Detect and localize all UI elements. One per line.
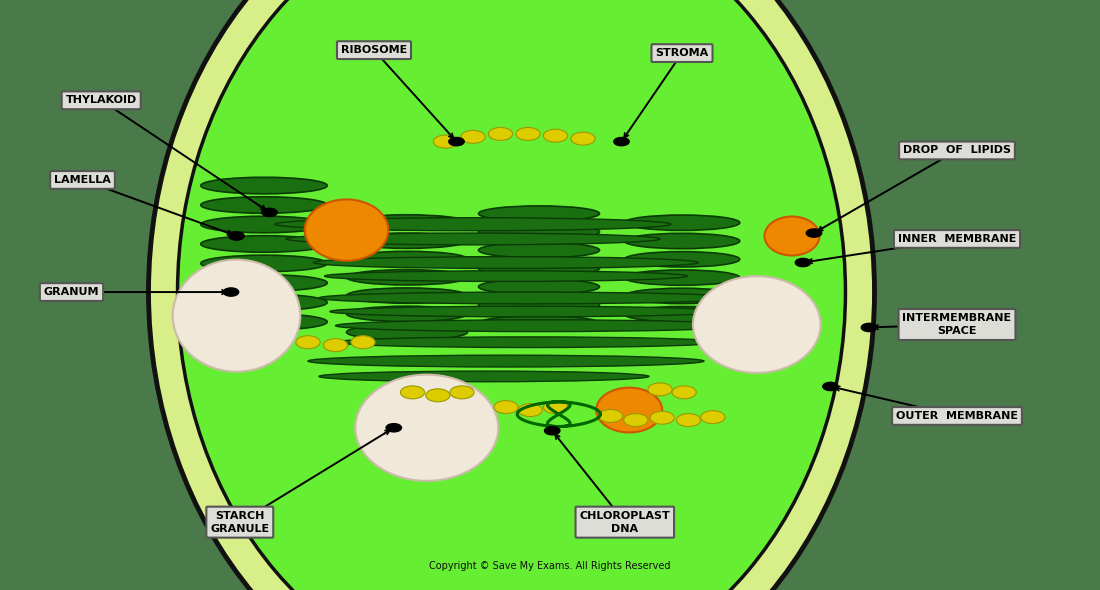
Ellipse shape <box>478 224 600 240</box>
Circle shape <box>518 404 542 417</box>
Ellipse shape <box>764 217 820 255</box>
Ellipse shape <box>693 276 821 373</box>
Circle shape <box>571 132 595 145</box>
Text: RIBOSOME: RIBOSOME <box>341 45 407 55</box>
Ellipse shape <box>314 257 698 268</box>
Circle shape <box>323 339 348 352</box>
Ellipse shape <box>478 316 600 331</box>
Ellipse shape <box>308 355 704 367</box>
Polygon shape <box>446 457 497 519</box>
Ellipse shape <box>200 217 328 233</box>
Ellipse shape <box>346 215 468 230</box>
Ellipse shape <box>625 288 739 304</box>
Circle shape <box>516 127 540 140</box>
Circle shape <box>449 137 464 146</box>
Ellipse shape <box>200 314 328 330</box>
Ellipse shape <box>346 270 468 285</box>
Ellipse shape <box>319 292 737 304</box>
Ellipse shape <box>200 255 328 271</box>
Text: DROP  OF  LIPIDS: DROP OF LIPIDS <box>903 146 1011 155</box>
Polygon shape <box>588 77 638 145</box>
Ellipse shape <box>200 275 328 291</box>
Text: LAMELLA: LAMELLA <box>54 175 111 185</box>
Circle shape <box>400 386 425 399</box>
Circle shape <box>544 427 560 435</box>
Ellipse shape <box>346 324 468 340</box>
Ellipse shape <box>275 218 671 231</box>
Circle shape <box>543 401 568 414</box>
Polygon shape <box>500 47 836 165</box>
Circle shape <box>262 208 277 217</box>
Circle shape <box>701 411 725 424</box>
Ellipse shape <box>319 371 649 382</box>
Text: INTERMEMBRANE
SPACE: INTERMEMBRANE SPACE <box>902 313 1012 336</box>
Circle shape <box>229 232 244 240</box>
Ellipse shape <box>346 288 468 303</box>
Text: Copyright © Save My Exams. All Rights Reserved: Copyright © Save My Exams. All Rights Re… <box>429 561 671 571</box>
Circle shape <box>488 127 513 140</box>
Ellipse shape <box>596 388 662 432</box>
Ellipse shape <box>625 270 739 286</box>
Ellipse shape <box>478 279 600 294</box>
Circle shape <box>450 386 474 399</box>
Ellipse shape <box>625 233 739 249</box>
Ellipse shape <box>177 0 846 590</box>
Circle shape <box>223 288 239 296</box>
Ellipse shape <box>346 251 468 267</box>
Circle shape <box>614 137 629 146</box>
Text: INNER  MEMBRANE: INNER MEMBRANE <box>898 234 1016 244</box>
Circle shape <box>598 409 623 422</box>
Text: STROMA: STROMA <box>656 48 708 58</box>
Circle shape <box>648 383 672 396</box>
Text: STARCH
GRANULE: STARCH GRANULE <box>210 510 270 534</box>
Ellipse shape <box>286 233 660 245</box>
Circle shape <box>795 258 811 267</box>
Circle shape <box>386 424 402 432</box>
Ellipse shape <box>478 297 600 313</box>
Circle shape <box>433 135 458 148</box>
Circle shape <box>823 382 838 391</box>
Ellipse shape <box>173 260 300 372</box>
Ellipse shape <box>305 199 388 261</box>
Circle shape <box>676 414 701 427</box>
Ellipse shape <box>200 294 328 311</box>
Ellipse shape <box>200 235 328 253</box>
Ellipse shape <box>355 375 498 481</box>
Ellipse shape <box>478 242 600 258</box>
Ellipse shape <box>346 233 468 248</box>
Polygon shape <box>242 366 792 475</box>
Ellipse shape <box>478 261 600 276</box>
Circle shape <box>296 336 320 349</box>
Circle shape <box>543 129 568 142</box>
Circle shape <box>806 229 822 237</box>
Text: CHLOROPLAST
DNA: CHLOROPLAST DNA <box>580 510 670 534</box>
Ellipse shape <box>330 306 726 317</box>
Ellipse shape <box>478 206 600 221</box>
Ellipse shape <box>625 307 739 322</box>
Text: GRANUM: GRANUM <box>44 287 99 297</box>
Ellipse shape <box>200 178 328 194</box>
Circle shape <box>672 386 696 399</box>
Circle shape <box>624 414 648 427</box>
Circle shape <box>461 130 485 143</box>
Ellipse shape <box>346 306 468 322</box>
Ellipse shape <box>324 271 688 281</box>
Ellipse shape <box>200 197 328 214</box>
Text: THYLAKOID: THYLAKOID <box>66 96 136 105</box>
Circle shape <box>351 336 375 349</box>
Ellipse shape <box>148 0 874 590</box>
Text: OUTER  MEMBRANE: OUTER MEMBRANE <box>896 411 1018 421</box>
Ellipse shape <box>625 215 739 230</box>
Ellipse shape <box>336 320 742 332</box>
Circle shape <box>861 323 877 332</box>
Circle shape <box>494 401 518 414</box>
Circle shape <box>426 389 450 402</box>
Ellipse shape <box>336 337 720 348</box>
Ellipse shape <box>625 251 739 267</box>
Circle shape <box>650 411 674 424</box>
